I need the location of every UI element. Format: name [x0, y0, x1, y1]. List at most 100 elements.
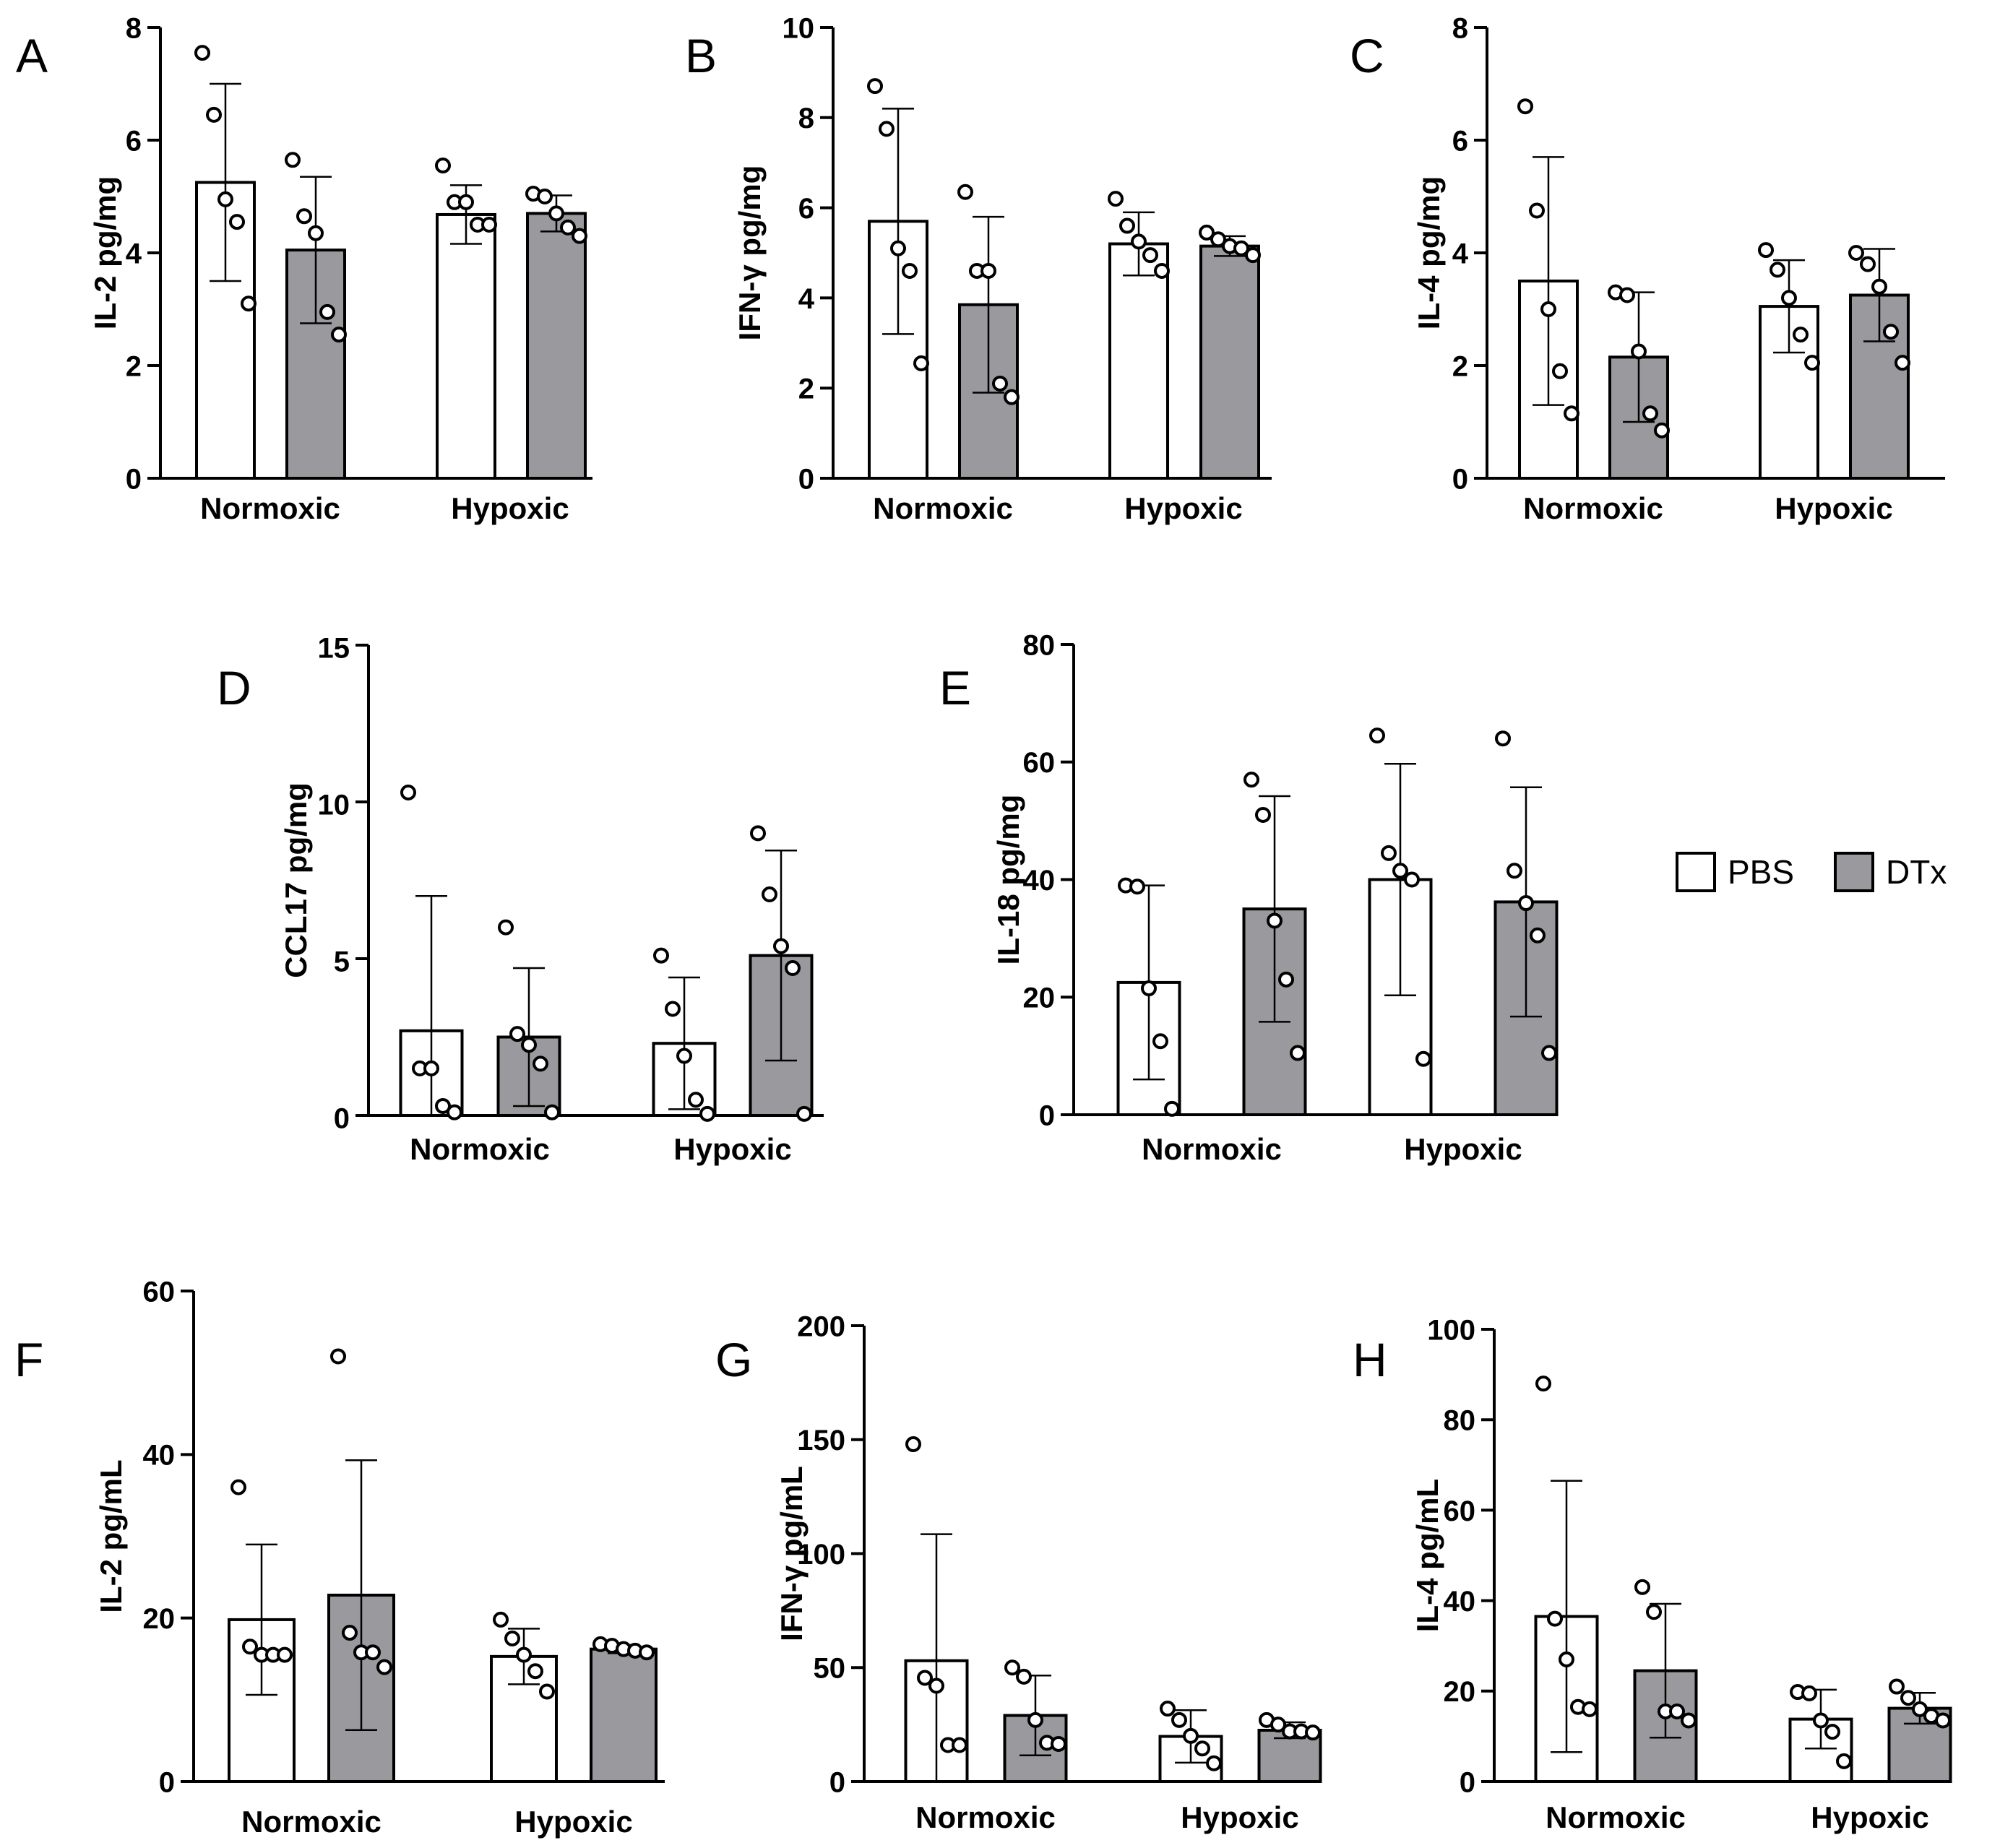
y-tick-label: 0 [126, 463, 142, 495]
data-point [1935, 1712, 1951, 1729]
y-tick-label: 6 [798, 193, 814, 225]
data-point [1233, 240, 1249, 256]
data-point [1813, 1712, 1829, 1729]
y-tick-label: 10 [783, 12, 815, 44]
data-point [1004, 389, 1020, 405]
y-tick-label: 40 [1023, 865, 1056, 897]
data-point [1507, 863, 1522, 879]
data-point [504, 1630, 520, 1646]
data-point [435, 1097, 451, 1114]
data-point [277, 1646, 293, 1663]
panel-letter: D [217, 661, 251, 714]
data-point [1871, 278, 1887, 295]
data-point [1836, 1753, 1852, 1769]
y-tick-label: 0 [1460, 1766, 1475, 1798]
category-label: Normoxic [241, 1805, 382, 1839]
y-axis-label: IFN-γ pg/mg [733, 165, 767, 341]
data-point [1793, 327, 1809, 343]
y-axis-label: IL-2 pg/mL [94, 1459, 128, 1612]
data-point [539, 1683, 555, 1700]
data-point [1781, 290, 1797, 306]
data-point [365, 1644, 381, 1661]
data-point [1883, 324, 1899, 340]
y-axis-label: IL-4 pg/mL [1410, 1479, 1444, 1632]
data-point [917, 1670, 933, 1686]
y-tick-label: 0 [798, 463, 814, 495]
category-label: Hypoxic [1181, 1800, 1298, 1834]
data-point [928, 1678, 944, 1694]
data-point [1642, 405, 1658, 422]
panel-c: C 0 2 4 6 8 IL-4 pg/mg Normoxic Hypoxic [1350, 12, 1945, 525]
data-point [1530, 927, 1546, 944]
data-point [308, 225, 324, 241]
data-point [1267, 912, 1283, 929]
category-label: Hypoxic [1811, 1800, 1928, 1834]
data-point [905, 1436, 921, 1453]
data-point [688, 1092, 704, 1108]
y-tick-label: 0 [1452, 463, 1468, 495]
category-label: Normoxic [1546, 1800, 1686, 1834]
y-tick-label: 150 [797, 1425, 845, 1456]
data-point [1517, 98, 1533, 115]
y-tick-label: 6 [126, 125, 142, 157]
data-point [1654, 422, 1670, 439]
data-point [296, 208, 312, 225]
data-point [1634, 1579, 1650, 1595]
bar-dtx [590, 1647, 658, 1783]
data-point [1199, 224, 1215, 241]
data-point [1160, 1701, 1176, 1717]
data-point [1404, 871, 1420, 888]
y-tick-label: 5 [334, 946, 350, 977]
data-point [1004, 1659, 1020, 1676]
data-point [1681, 1712, 1697, 1729]
panel-h: H 0 20 40 60 80 100 IL-4 pg/mL Normoxic Hypoxic [1353, 1314, 1952, 1834]
data-point [1669, 1703, 1685, 1719]
y-axis-label: CCL17 pg/mg [279, 782, 313, 978]
y-tick-label: 8 [1452, 12, 1468, 44]
panel-letter: E [939, 661, 971, 714]
y-tick-label: 2 [1452, 350, 1468, 382]
panel-b: B 0 2 4 6 8 10 IFN-γ pg/mg Normoxic Hypoxic [685, 12, 1272, 525]
data-point [796, 1105, 812, 1122]
data-point [1801, 1685, 1817, 1701]
data-point [1535, 1376, 1551, 1392]
data-point [206, 106, 222, 123]
data-point [1305, 1724, 1321, 1741]
y-tick-label: 80 [1444, 1405, 1476, 1437]
data-point [1131, 233, 1147, 250]
data-point [952, 1737, 967, 1753]
data-point [1804, 355, 1820, 371]
data-point [1142, 247, 1158, 264]
data-point [241, 295, 257, 312]
y-axis-label: IL-2 pg/mg [88, 176, 122, 329]
bar-pbs [436, 212, 496, 480]
data-point [1495, 730, 1511, 747]
data-point [493, 1611, 509, 1628]
data-point [1770, 262, 1785, 278]
y-tick-label: 0 [829, 1766, 845, 1798]
data-point [285, 152, 301, 168]
y-tick-label: 40 [1444, 1586, 1476, 1618]
category-label: Normoxic [1523, 491, 1663, 525]
y-tick-label: 10 [318, 789, 350, 821]
legend-label-dtx: DTx [1886, 853, 1947, 891]
data-point [1619, 287, 1635, 303]
category-label: Hypoxic [514, 1805, 632, 1839]
data-point [1255, 806, 1271, 823]
data-point [1381, 845, 1397, 861]
y-tick-label: 8 [126, 12, 142, 44]
data-point [458, 194, 474, 210]
y-tick-label: 8 [798, 103, 814, 134]
data-point [773, 938, 789, 954]
data-point [762, 886, 777, 903]
panel-letter: B [685, 29, 717, 82]
data-point [1552, 363, 1568, 379]
y-tick-label: 100 [797, 1539, 845, 1571]
y-tick-label: 20 [143, 1603, 176, 1635]
y-tick-label: 100 [1427, 1314, 1475, 1346]
data-point [230, 1479, 246, 1495]
y-tick-label: 0 [334, 1102, 350, 1134]
data-point [913, 355, 929, 371]
data-point [342, 1625, 358, 1641]
